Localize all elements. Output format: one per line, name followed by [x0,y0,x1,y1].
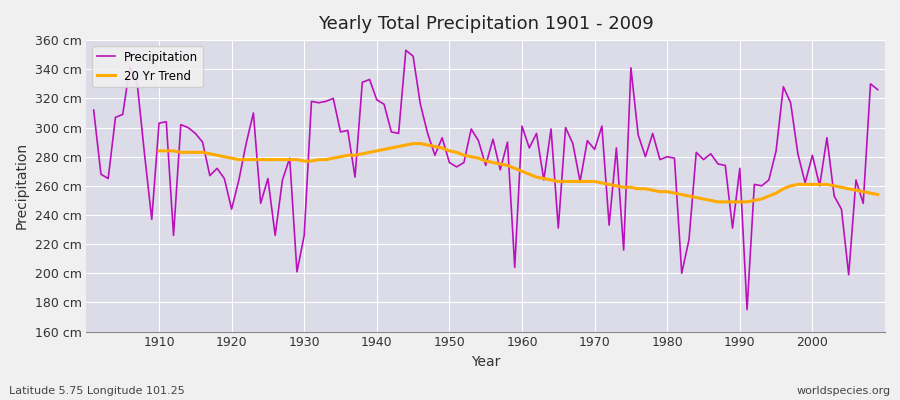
Text: worldspecies.org: worldspecies.org [796,386,891,396]
X-axis label: Year: Year [471,355,500,369]
Line: Precipitation: Precipitation [94,50,878,310]
Precipitation [147,217,158,222]
20 Yr Trend [872,192,883,197]
Precipitation [517,124,527,128]
20 Yr Trend [604,182,615,187]
Precipitation [88,108,99,112]
20 Yr Trend [349,153,360,158]
Text: Latitude 5.75 Longitude 101.25: Latitude 5.75 Longitude 101.25 [9,386,184,396]
20 Yr Trend [509,166,520,171]
Precipitation [400,48,411,53]
Precipitation [611,146,622,150]
Precipitation [872,87,883,92]
Title: Yearly Total Precipitation 1901 - 2009: Yearly Total Precipitation 1901 - 2009 [318,15,653,33]
20 Yr Trend [517,169,527,174]
Precipitation [349,175,360,180]
Legend: Precipitation, 20 Yr Trend: Precipitation, 20 Yr Trend [93,46,203,87]
20 Yr Trend [306,159,317,164]
Precipitation [742,307,752,312]
Y-axis label: Precipitation: Precipitation [15,142,29,230]
Line: 20 Yr Trend: 20 Yr Trend [159,144,878,202]
Precipitation [306,99,317,104]
Precipitation [524,146,535,150]
